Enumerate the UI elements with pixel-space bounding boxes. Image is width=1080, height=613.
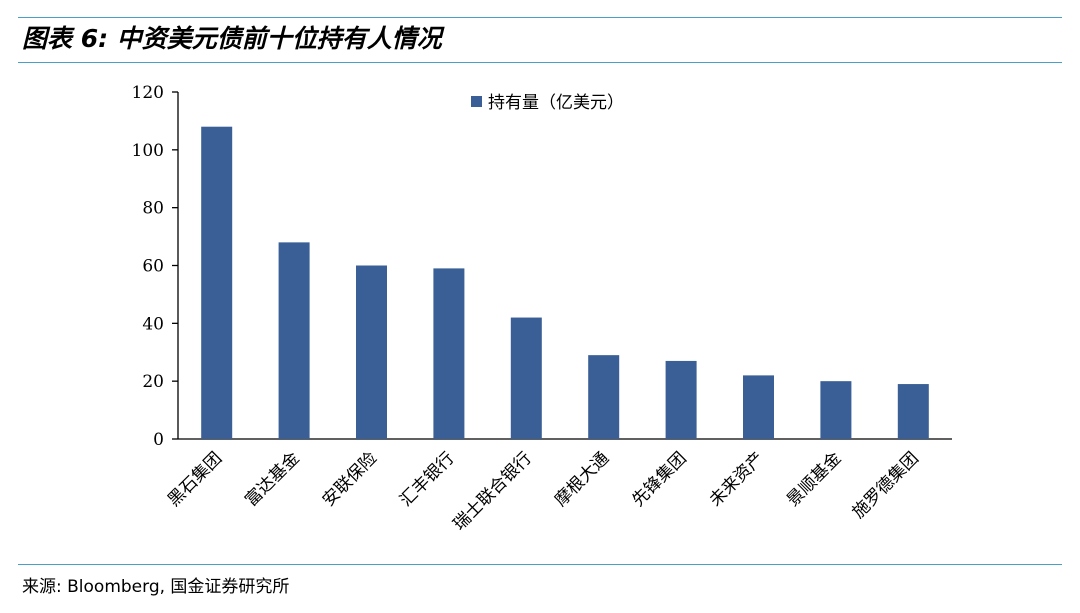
- bottom-rule: [18, 564, 1062, 565]
- bar: [588, 355, 620, 439]
- category-label: 景顺基金: [783, 448, 845, 510]
- bar: [201, 126, 233, 439]
- bar: [433, 268, 465, 439]
- title-rule: [18, 62, 1062, 63]
- y-tick-label: 120: [132, 83, 164, 103]
- category-label: 瑞士联合银行: [450, 448, 536, 534]
- source-note: 来源: Bloomberg, 国金证券研究所: [22, 577, 290, 597]
- category-label: 摩根大通: [551, 448, 613, 510]
- legend-label: 持有量（亿美元）: [488, 93, 624, 113]
- category-label: 黑石集团: [164, 448, 226, 510]
- legend: 持有量（亿美元）: [471, 93, 624, 113]
- category-label: 安联保险: [319, 448, 381, 510]
- bar-series: [201, 126, 929, 439]
- category-label: 未来资产: [706, 448, 768, 510]
- y-tick-label: 80: [142, 199, 164, 219]
- bar: [897, 384, 929, 439]
- y-tick-label: 100: [132, 141, 164, 161]
- y-tick-label: 40: [142, 314, 164, 334]
- y-tick-label: 60: [142, 257, 164, 277]
- category-label: 先锋集团: [628, 448, 690, 510]
- bar: [278, 242, 310, 439]
- top-rule: [18, 17, 1062, 18]
- y-tick-label: 20: [142, 372, 164, 392]
- bar: [356, 265, 387, 439]
- y-tick-label: 0: [153, 430, 164, 450]
- legend-swatch: [471, 96, 482, 107]
- category-label: 富达基金: [241, 448, 303, 510]
- bar: [743, 375, 774, 439]
- bar: [665, 360, 697, 439]
- figure-title: 图表 6: 中资美元债前十位持有人情况: [22, 24, 442, 53]
- bar: [510, 317, 542, 439]
- y-axis: 0 20 40 60 80 100 120: [132, 83, 179, 450]
- bar: [820, 381, 852, 439]
- category-label: 汇丰银行: [396, 448, 458, 510]
- category-label: 施罗德集团: [849, 448, 923, 522]
